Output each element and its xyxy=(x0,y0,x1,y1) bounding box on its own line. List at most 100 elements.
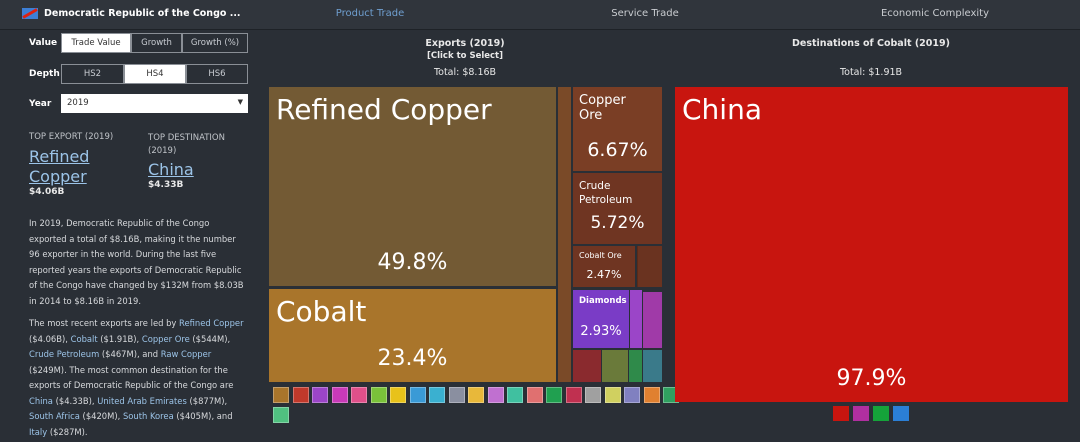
paragraph: In 2019, Democratic Republic of the Cong… xyxy=(29,218,244,306)
legend-icon[interactable] xyxy=(292,387,309,403)
treemap-tile[interactable]: Refined Copper 49.8% xyxy=(269,87,556,286)
text: ($405M), and xyxy=(173,411,233,421)
link[interactable]: South Africa xyxy=(29,411,80,421)
tile-share: 2.47% xyxy=(586,268,622,281)
tile-share: 5.72% xyxy=(590,213,645,233)
legend-icon[interactable] xyxy=(312,387,328,403)
legend-icon[interactable] xyxy=(409,387,426,403)
country-name[interactable]: Democratic Republic of the Congo ... xyxy=(44,8,241,19)
legend-icon[interactable] xyxy=(565,387,582,403)
chart-total: Total: $1.91B xyxy=(839,67,903,78)
summary-name[interactable]: China xyxy=(148,160,194,179)
text: ($1.91B), xyxy=(97,333,142,344)
option[interactable]: HS2 xyxy=(61,64,124,84)
legend-icon[interactable] xyxy=(351,387,367,403)
link[interactable]: Italy xyxy=(29,426,48,437)
text: ($877M), xyxy=(186,395,228,406)
treemap-tile xyxy=(637,246,662,287)
tab[interactable]: Product Trade xyxy=(335,8,405,19)
tile-name: Cobalt xyxy=(276,295,367,328)
summary-value: $4.06B xyxy=(29,187,65,197)
tile-name: Cobalt Ore xyxy=(579,251,622,260)
paragraph: The most recent exports are led by Refin… xyxy=(29,316,249,440)
link[interactable]: Refined Copper xyxy=(179,318,244,328)
treemap-tile[interactable]: Cobalt 23.4% xyxy=(269,289,556,382)
text: ($4.06B), xyxy=(29,333,71,344)
treemap-tile[interactable]: Diamonds 2.93% xyxy=(573,290,629,348)
link[interactable]: Copper Ore xyxy=(141,333,190,344)
option[interactable]: HS6 xyxy=(186,64,248,84)
chart-total: Total: $8.16B xyxy=(433,67,497,78)
legend-icon[interactable] xyxy=(273,407,289,423)
treemap-tile xyxy=(643,350,662,382)
text: ($4.33B), xyxy=(52,395,98,406)
tile-share: 97.9% xyxy=(836,366,907,391)
tab[interactable]: Economic Complexity xyxy=(880,8,990,19)
legend-icon[interactable] xyxy=(487,387,504,403)
treemap-tile[interactable]: Crude Petroleum 5.72% xyxy=(573,173,662,244)
tile-share: 2.93% xyxy=(580,324,622,339)
option[interactable]: Growth xyxy=(131,33,182,53)
legend-icon[interactable] xyxy=(507,387,523,403)
tile-name: Diamonds xyxy=(579,296,627,306)
summary-name[interactable]: Refined Copper xyxy=(29,147,90,186)
text: ($544M), xyxy=(189,333,231,344)
text: ($287M). xyxy=(47,426,88,437)
link[interactable]: China xyxy=(29,395,53,406)
legend-icon[interactable] xyxy=(833,406,849,421)
link[interactable]: South Korea xyxy=(122,411,174,421)
legend-icon[interactable] xyxy=(468,387,484,403)
treemap-tile xyxy=(643,292,662,348)
year-select[interactable]: 2019 ▼ xyxy=(61,94,248,113)
legend-icon[interactable] xyxy=(429,387,445,403)
link[interactable]: Cobalt xyxy=(70,333,98,344)
legend-icon[interactable] xyxy=(624,387,640,403)
tile-name: Copper Ore xyxy=(579,93,626,123)
legend-icon[interactable] xyxy=(390,387,406,403)
legend-icon[interactable] xyxy=(853,406,869,421)
treemap-tile xyxy=(630,290,642,348)
tile-name: China xyxy=(682,93,762,126)
treemap-tile xyxy=(629,350,642,382)
legend-icon[interactable] xyxy=(873,406,889,421)
option[interactable]: HS4 xyxy=(124,64,186,84)
legend-icon[interactable] xyxy=(643,387,660,403)
option[interactable]: Growth (%) xyxy=(182,33,248,53)
legend-icon[interactable] xyxy=(448,387,465,403)
chart-subtitle[interactable]: [Click to Select] xyxy=(426,51,503,61)
treemap-tile[interactable]: Copper Ore 6.67% xyxy=(573,87,662,171)
tile-share: 23.4% xyxy=(377,346,448,371)
treemap-tile xyxy=(602,350,628,382)
link[interactable]: Crude Petroleum xyxy=(29,349,100,359)
chart-title: Exports (2019) xyxy=(425,38,505,49)
treemap-tile[interactable]: China 97.9% xyxy=(675,87,1068,402)
text: ($467M), and xyxy=(99,349,161,359)
legend-icon[interactable] xyxy=(893,406,909,421)
legend-icon[interactable] xyxy=(585,387,601,403)
legend-icon[interactable] xyxy=(273,387,289,403)
summary-value: $4.33B xyxy=(148,180,184,190)
year-value: 2019 xyxy=(67,98,89,108)
treemap-tile xyxy=(573,350,601,382)
top-bar: Democratic Republic of the Congo ... Pro… xyxy=(0,0,1080,30)
treemap-tile xyxy=(558,87,571,382)
link[interactable]: Raw Copper xyxy=(160,349,212,359)
control-label: Year xyxy=(29,99,52,109)
treemap-tile[interactable]: Cobalt Ore 2.47% xyxy=(573,246,635,287)
option[interactable]: Trade Value xyxy=(61,33,131,53)
tab[interactable]: Service Trade xyxy=(611,8,679,19)
tile-share: 6.67% xyxy=(587,139,648,161)
text: The most recent exports are led by xyxy=(29,318,180,328)
summary-label: TOP DESTINATION (2019) xyxy=(148,133,225,156)
legend-icon[interactable] xyxy=(370,387,387,403)
tile-share: 49.8% xyxy=(377,250,448,275)
legend-icon[interactable] xyxy=(546,387,562,403)
tile-name: Crude Petroleum xyxy=(579,180,633,206)
legend-icon[interactable] xyxy=(604,387,621,403)
text: ($420M), xyxy=(79,411,123,421)
legend-icon[interactable] xyxy=(331,387,348,403)
control-label: Value xyxy=(29,38,58,48)
link[interactable]: United Arab Emirates xyxy=(97,395,187,406)
legend-icon[interactable] xyxy=(526,387,543,403)
